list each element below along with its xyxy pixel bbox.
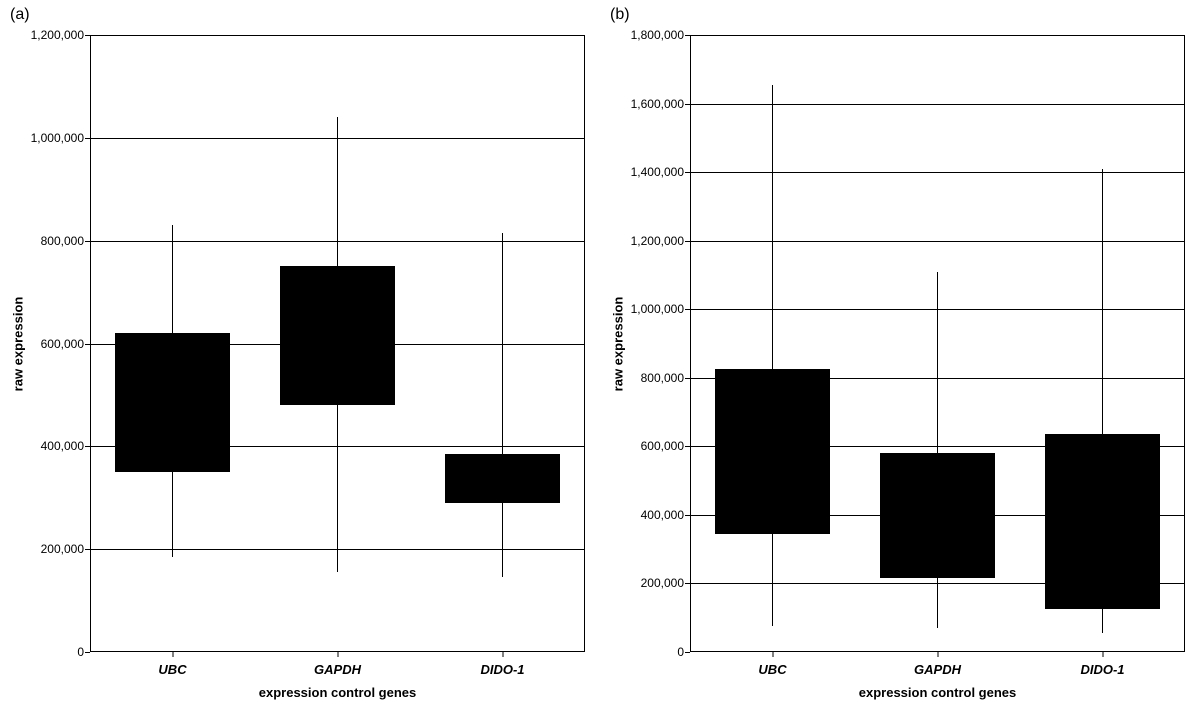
box-whisker [772,85,773,627]
y-tick-label: 0 [677,645,684,659]
box-body [445,454,561,503]
panel-b: (b) raw expression expression control ge… [600,0,1200,707]
x-category-label: UBC [758,662,786,677]
box-body [880,453,996,578]
y-tick-label: 800,000 [41,234,84,248]
x-category-label: DIDO-1 [1080,662,1124,677]
y-tick-label: 200,000 [41,542,84,556]
y-tick-label: 800,000 [641,371,684,385]
plot-area-b: raw expression expression control genes … [690,35,1185,652]
panel-a: (a) raw expression expression control ge… [0,0,600,707]
gridline [690,104,1185,105]
y-tick-label: 400,000 [641,508,684,522]
x-axis-label-b: expression control genes [859,685,1017,700]
y-tick-label: 1,000,000 [31,131,84,145]
box-body [280,266,396,405]
y-tick-label: 1,400,000 [631,165,684,179]
gridline [690,35,1185,36]
y-tick-label: 1,000,000 [631,302,684,316]
y-axis-label-b: raw expression [611,296,626,391]
y-tick-label: 1,600,000 [631,97,684,111]
figure-container: (a) raw expression expression control ge… [0,0,1200,707]
y-tick-label: 400,000 [41,439,84,453]
y-tick-label: 600,000 [641,439,684,453]
x-category-label: GAPDH [314,662,361,677]
y-tick-label: 0 [77,645,84,659]
box-body [115,333,231,472]
box-whisker [502,233,503,577]
y-tick-label: 1,200,000 [31,28,84,42]
y-tick-label: 1,800,000 [631,28,684,42]
y-axis-label-a: raw expression [11,296,26,391]
x-axis-label-a: expression control genes [259,685,417,700]
y-tick-label: 1,200,000 [631,234,684,248]
x-category-label: GAPDH [914,662,961,677]
x-category-label: DIDO-1 [480,662,524,677]
plot-area-a: raw expression expression control genes … [90,35,585,652]
chart-a: raw expression expression control genes … [90,35,585,652]
gridline [690,172,1185,173]
panel-label-b: (b) [610,6,630,24]
y-tick-label: 600,000 [41,337,84,351]
box-body [715,369,831,534]
panel-label-a: (a) [10,6,30,24]
y-tick-label: 200,000 [641,576,684,590]
box-body [1045,434,1161,609]
gridline [690,241,1185,242]
chart-b: raw expression expression control genes … [690,35,1185,652]
gridline [90,35,585,36]
x-category-label: UBC [158,662,186,677]
